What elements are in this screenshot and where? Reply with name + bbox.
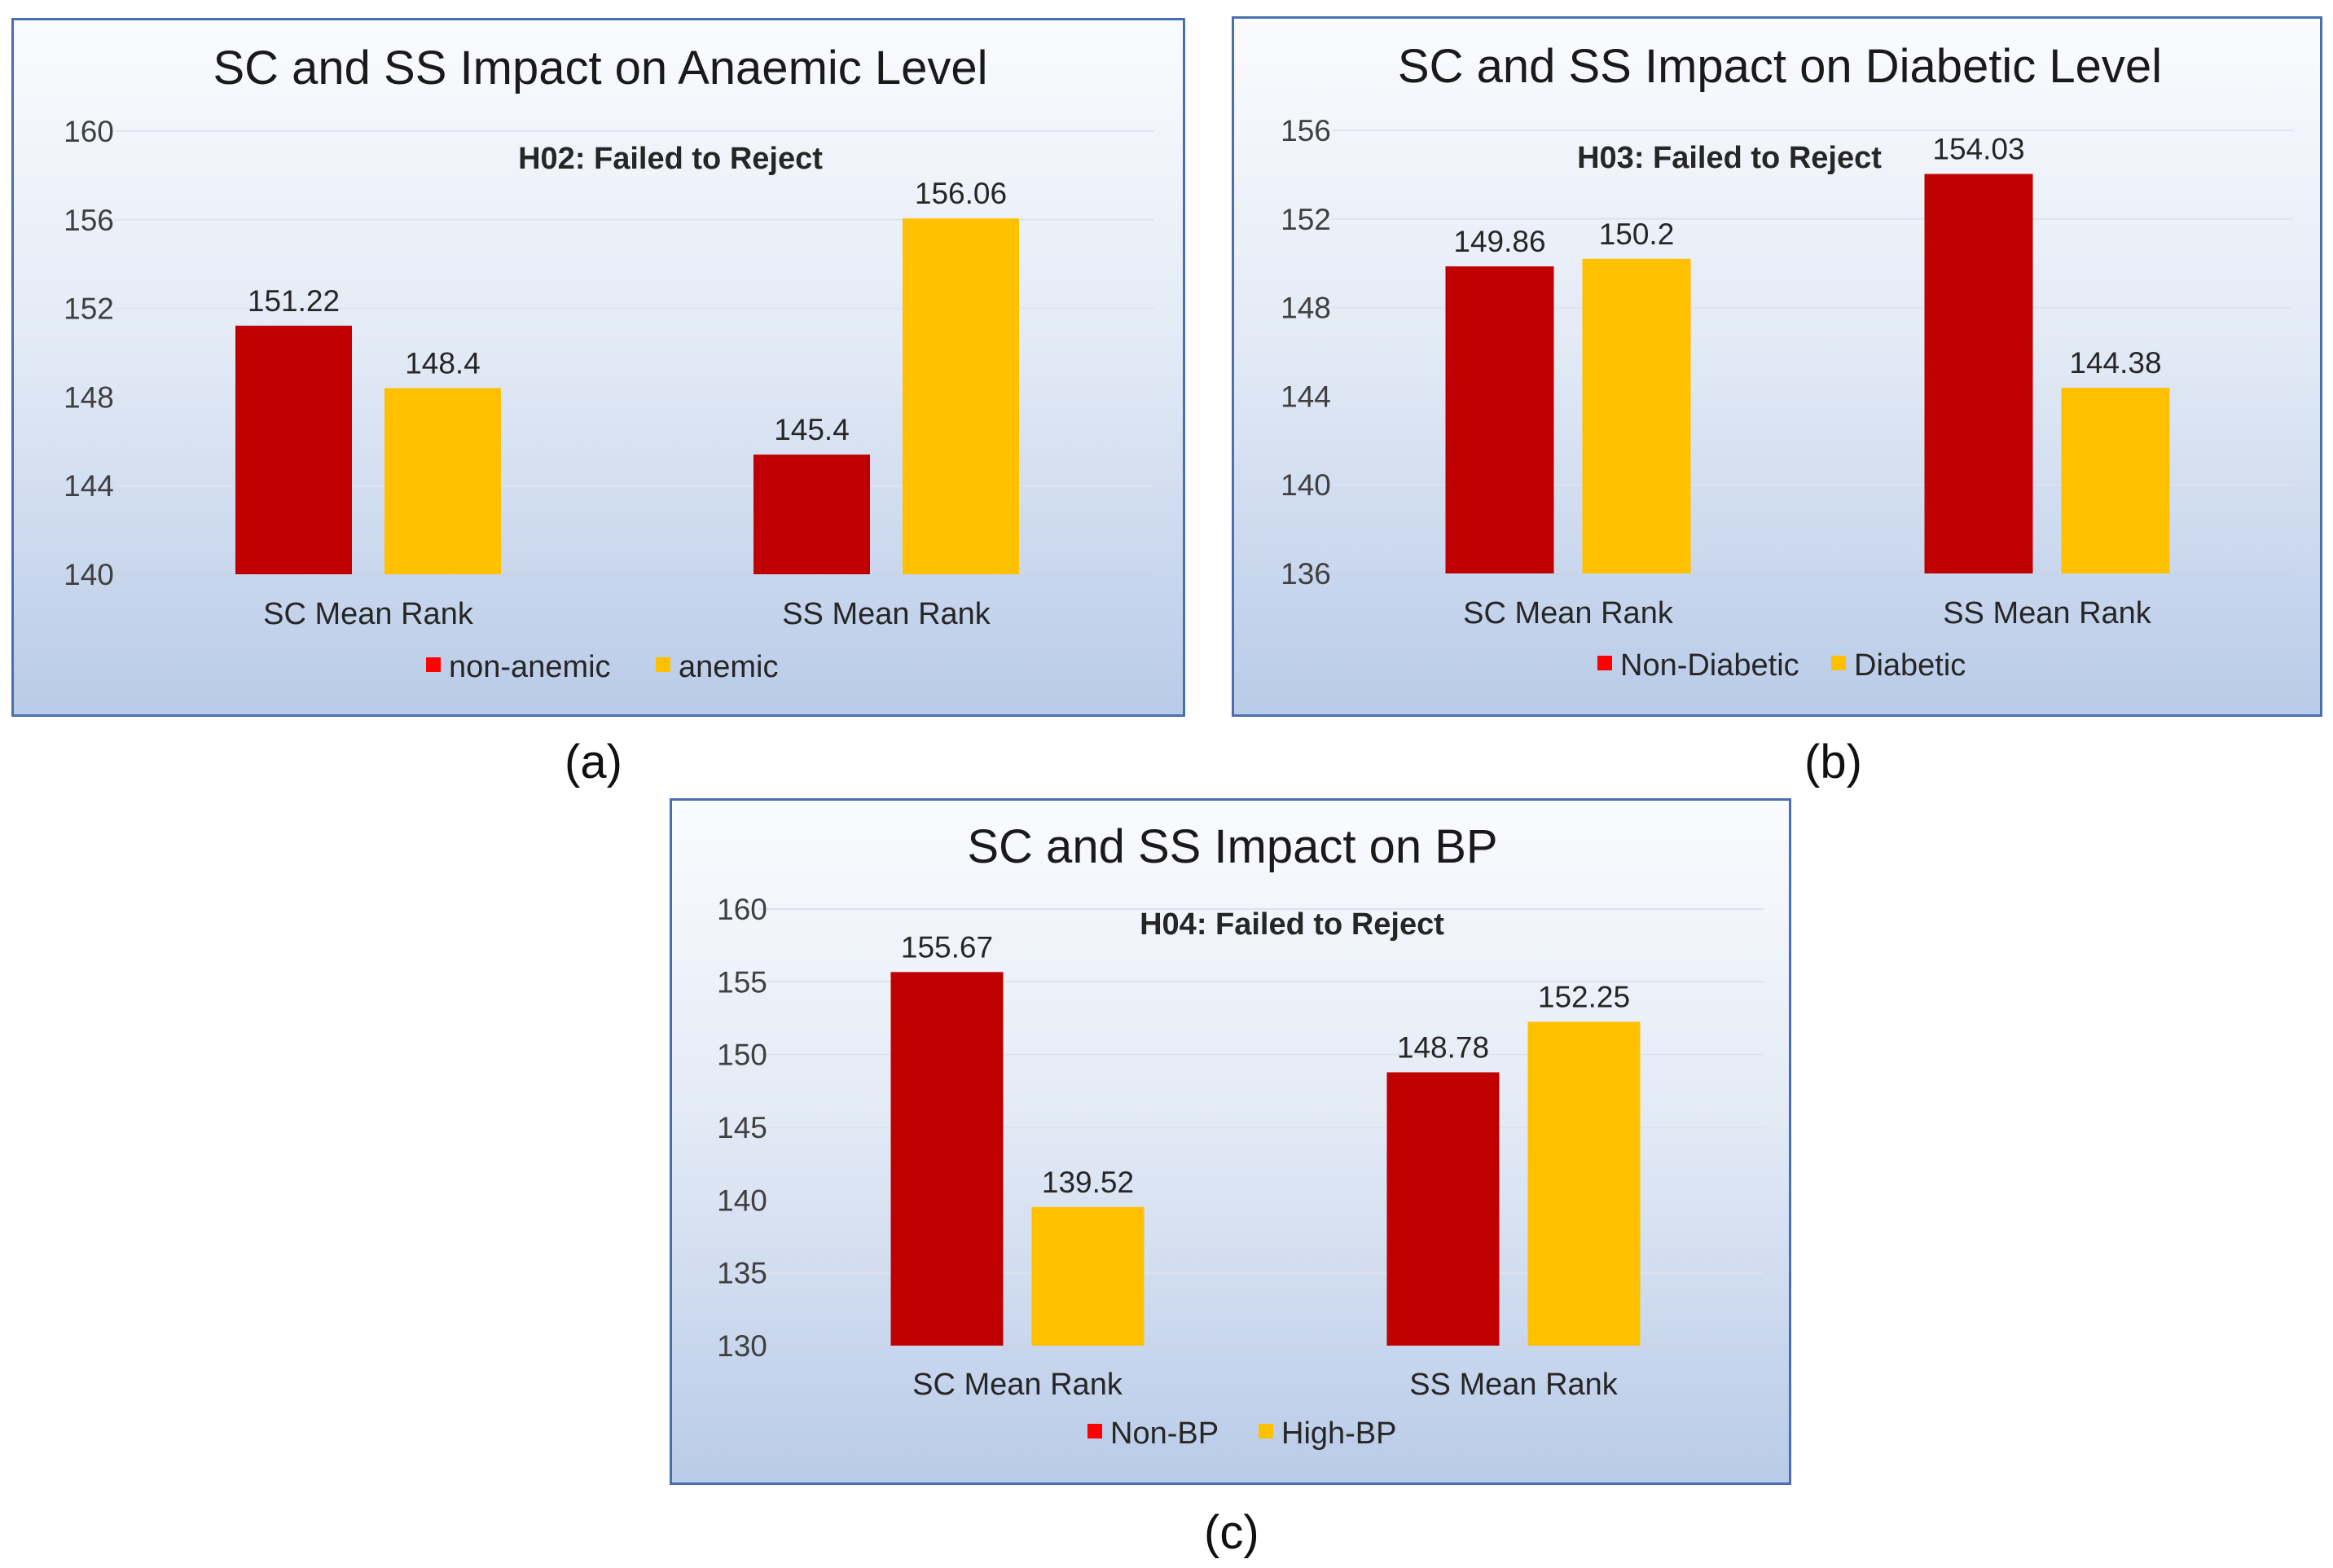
y-tick-label-bp-140: 140 bbox=[717, 1184, 767, 1217]
y-tick-label-anaemic-140: 140 bbox=[64, 558, 114, 591]
annotation-bp: H04: Failed to Reject bbox=[1140, 907, 1444, 942]
caption-c: (c) bbox=[1204, 1506, 1259, 1559]
data-label-anaemic-1-0: 148.4 bbox=[405, 347, 481, 380]
y-tick-label-bp-160: 160 bbox=[717, 893, 767, 926]
data-label-anaemic-1-1: 156.06 bbox=[915, 177, 1007, 210]
data-label-diabetic-0-0: 149.86 bbox=[1453, 225, 1545, 258]
data-label-bp-0-0: 155.67 bbox=[901, 930, 993, 964]
legend-label-diabetic-1: Diabetic bbox=[1854, 648, 1966, 683]
category-label-bp-1: SS Mean Rank bbox=[1409, 1368, 1619, 1402]
annotation-anaemic: H02: Failed to Reject bbox=[518, 142, 823, 176]
legend-marker-diabetic-0 bbox=[1597, 656, 1612, 670]
y-tick-label-diabetic-136: 136 bbox=[1281, 557, 1331, 591]
category-label-anaemic-0: SC Mean Rank bbox=[263, 597, 474, 631]
legend-label-anaemic-1: anemic bbox=[679, 650, 779, 684]
bar-anaemic-anemic-1 bbox=[903, 218, 1019, 574]
chart-svg-bp: SC and SS Impact on BP 130 135 140 145 150 155… bbox=[717, 820, 1764, 1451]
data-label-anaemic-0-1: 145.4 bbox=[774, 413, 850, 446]
caption-b: (b) bbox=[1804, 736, 1862, 788]
category-label-anaemic-1: SS Mean Rank bbox=[782, 597, 991, 631]
y-tick-label-bp-130: 130 bbox=[717, 1329, 767, 1363]
legend-label-anaemic-0: non-anemic bbox=[449, 650, 611, 684]
y-tick-label-anaemic-144: 144 bbox=[64, 469, 114, 503]
legend-marker-anaemic-0 bbox=[426, 657, 441, 672]
y-tick-label-anaemic-152: 152 bbox=[64, 292, 114, 326]
bar-diabetic-diabetic-0 bbox=[1582, 258, 1691, 573]
chart-title-diabetic: SC and SS Impact on Diabetic Level bbox=[1398, 40, 2162, 93]
legend-marker-diabetic-1 bbox=[1831, 656, 1846, 670]
y-tick-label-diabetic-156: 156 bbox=[1281, 114, 1331, 147]
bar-diabetic-non-diabetic-0 bbox=[1445, 266, 1554, 573]
category-label-diabetic-1: SS Mean Rank bbox=[1943, 596, 2152, 630]
caption-a: (a) bbox=[565, 736, 622, 788]
y-tick-label-anaemic-148: 148 bbox=[64, 380, 114, 414]
data-label-bp-1-1: 152.25 bbox=[1538, 980, 1630, 1013]
legend-marker-bp-1 bbox=[1259, 1424, 1273, 1438]
legend-label-diabetic-0: Non-Diabetic bbox=[1620, 648, 1799, 683]
data-label-diabetic-0-1: 154.03 bbox=[1932, 133, 2024, 166]
y-tick-label-diabetic-140: 140 bbox=[1281, 468, 1331, 502]
bar-anaemic-anemic-0 bbox=[384, 388, 501, 574]
bar-bp-non-bp-1 bbox=[1386, 1072, 1500, 1346]
chart-svg-diabetic: SC and SS Impact on Diabetic Level 136 140… bbox=[1281, 40, 2293, 683]
chart-svg-anaemic: SC and SS Impact on Anaemic Level 140 144 1… bbox=[64, 42, 1154, 684]
data-label-diabetic-1-0: 150.2 bbox=[1599, 217, 1675, 251]
y-tick-label-bp-145: 145 bbox=[717, 1111, 767, 1144]
data-label-anaemic-0-0: 151.22 bbox=[248, 284, 340, 318]
category-label-bp-0: SC Mean Rank bbox=[912, 1368, 1123, 1402]
legend-marker-bp-0 bbox=[1087, 1424, 1102, 1438]
bar-diabetic-diabetic-1 bbox=[2061, 388, 2170, 573]
bar-bp-high-bp-0 bbox=[1031, 1206, 1145, 1346]
legend-marker-anaemic-1 bbox=[656, 657, 670, 672]
data-label-bp-0-1: 148.78 bbox=[1397, 1030, 1489, 1064]
chart-panel-anaemic: SC and SS Impact on Anaemic Level 140 144 1… bbox=[11, 18, 1185, 717]
bar-anaemic-non-anemic-1 bbox=[754, 455, 870, 574]
chart-panel-diabetic: SC and SS Impact on Diabetic Level 136 140… bbox=[1232, 16, 2322, 717]
bar-anaemic-non-anemic-0 bbox=[235, 325, 352, 574]
bar-diabetic-non-diabetic-1 bbox=[1924, 173, 2033, 574]
data-label-bp-1-0: 139.52 bbox=[1042, 1166, 1134, 1199]
bar-bp-high-bp-1 bbox=[1527, 1021, 1641, 1346]
bar-bp-non-bp-0 bbox=[890, 972, 1004, 1346]
chart-title-anaemic: SC and SS Impact on Anaemic Level bbox=[213, 42, 987, 94]
category-label-diabetic-0: SC Mean Rank bbox=[1463, 596, 1674, 630]
y-tick-label-anaemic-156: 156 bbox=[64, 204, 114, 237]
y-tick-label-diabetic-148: 148 bbox=[1281, 292, 1331, 325]
legend-label-bp-0: Non-BP bbox=[1110, 1416, 1219, 1451]
y-tick-label-diabetic-144: 144 bbox=[1281, 380, 1331, 413]
y-tick-label-bp-155: 155 bbox=[717, 965, 767, 999]
chart-title-bp: SC and SS Impact on BP bbox=[967, 820, 1497, 873]
annotation-diabetic: H03: Failed to Reject bbox=[1577, 141, 1882, 175]
y-tick-label-bp-135: 135 bbox=[717, 1257, 767, 1290]
y-tick-label-diabetic-152: 152 bbox=[1281, 203, 1331, 236]
y-tick-label-anaemic-160: 160 bbox=[64, 115, 114, 148]
chart-panel-bp: SC and SS Impact on BP 130 135 140 145 150 155… bbox=[670, 798, 1791, 1485]
legend-label-bp-1: High-BP bbox=[1281, 1416, 1397, 1451]
y-tick-label-bp-150: 150 bbox=[717, 1039, 767, 1072]
data-label-diabetic-1-1: 144.38 bbox=[2069, 346, 2161, 380]
